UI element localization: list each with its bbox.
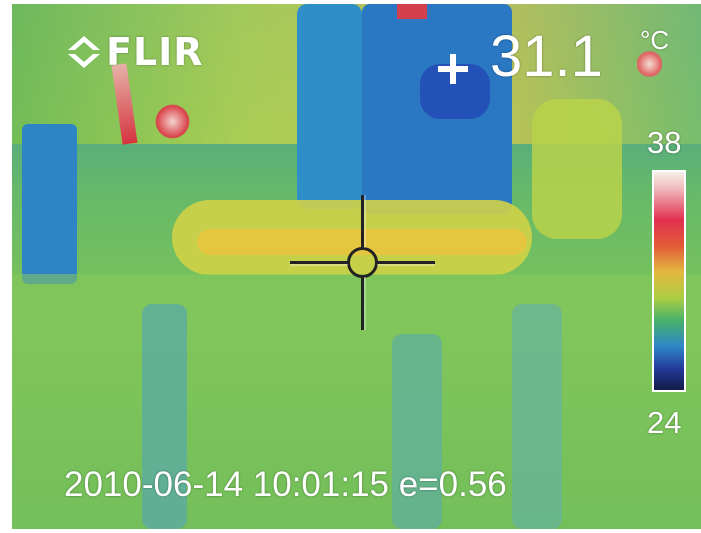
timestamp-emissivity: 2010-06-14 10:01:15 e=0.56 xyxy=(64,465,507,504)
crosshair-icon xyxy=(290,190,435,335)
thermal-region-right-warm xyxy=(532,99,622,239)
thermal-region-left-cold xyxy=(22,124,77,284)
scale-min-label: 24 xyxy=(647,405,682,440)
flir-logo-icon xyxy=(66,34,102,70)
thermal-region-lower xyxy=(12,274,701,529)
spot-temperature: 31.1 xyxy=(490,24,603,89)
scale-max-label: 38 xyxy=(647,125,682,160)
hotspot-left-small xyxy=(155,104,190,139)
hotspot-top xyxy=(397,4,427,19)
thermal-region-center-cold xyxy=(297,4,362,209)
brand-name: FLIR xyxy=(106,30,204,74)
thermal-region-column-center xyxy=(392,334,442,529)
thermal-image xyxy=(12,4,701,529)
temperature-unit: °C xyxy=(640,25,670,55)
temperature-scale-bar xyxy=(652,170,686,392)
thermal-region-column-right xyxy=(512,304,562,529)
flir-logo: FLIR xyxy=(66,30,204,74)
thermal-region-column-left xyxy=(142,304,187,529)
plus-icon xyxy=(436,52,470,86)
hotspot-right xyxy=(637,49,662,79)
